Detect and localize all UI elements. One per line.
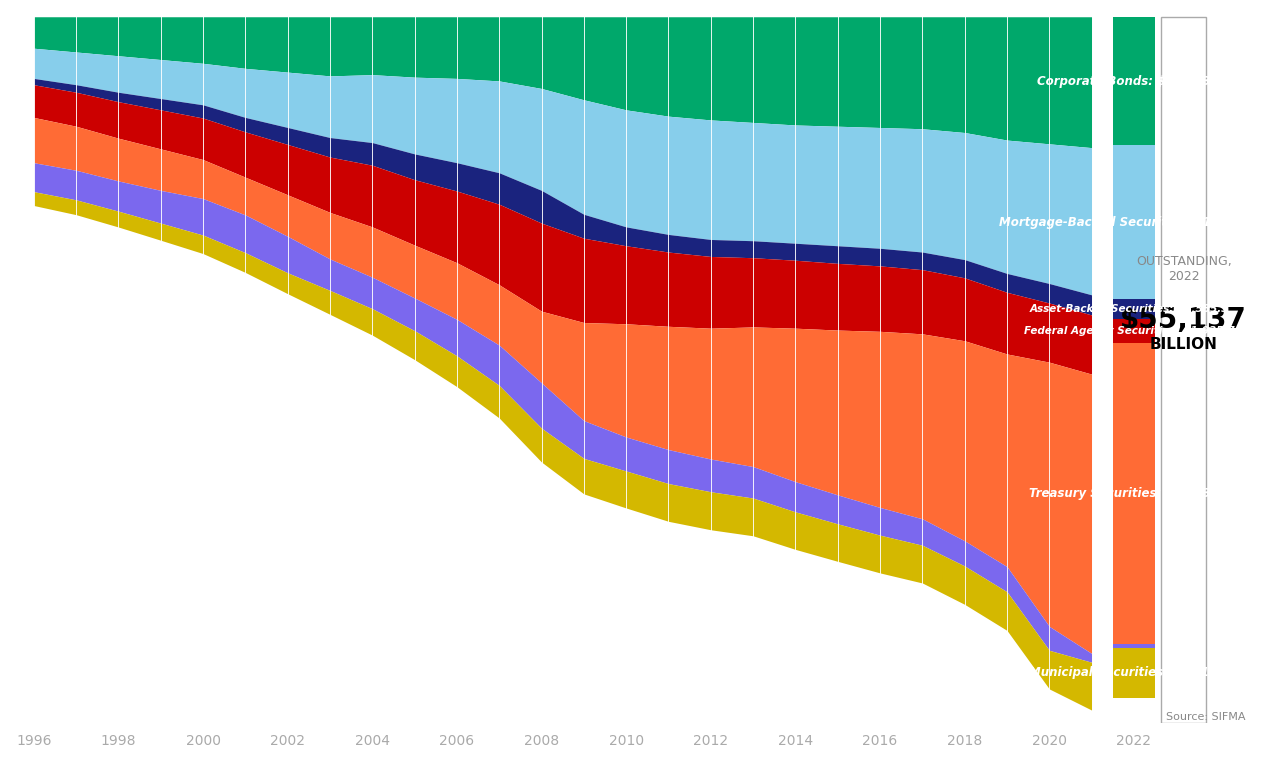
Text: Federal Agency Securities: $1,935.7: Federal Agency Securities: $1,935.7 [1024,326,1236,336]
FancyBboxPatch shape [1113,319,1155,343]
FancyBboxPatch shape [1113,145,1155,299]
Text: Asset-Backed Securities: $1,585.3: Asset-Backed Securities: $1,585.3 [1030,304,1229,314]
Text: Municipal Securities: $4,015.6: Municipal Securities: $4,015.6 [1030,667,1230,680]
Text: BILLION: BILLION [1150,337,1218,353]
FancyBboxPatch shape [1161,17,1206,723]
FancyBboxPatch shape [1113,343,1155,644]
Text: Mortgage-Backed Securities: $12,201.6: Mortgage-Backed Securities: $12,201.6 [999,216,1261,229]
FancyBboxPatch shape [1113,17,1155,145]
Text: Source: SIFMA: Source: SIFMA [1165,712,1246,722]
Text: Treasury Securities: $23,934.5: Treasury Securities: $23,934.5 [1028,488,1230,500]
Text: Corporate Bonds: $10,223.5: Corporate Bonds: $10,223.5 [1037,74,1223,88]
Text: OUTSTANDING,
2022: OUTSTANDING, 2022 [1136,256,1232,283]
FancyBboxPatch shape [1113,647,1155,698]
FancyBboxPatch shape [1113,644,1155,647]
Text: $55,137: $55,137 [1120,306,1247,334]
FancyBboxPatch shape [1113,299,1155,319]
